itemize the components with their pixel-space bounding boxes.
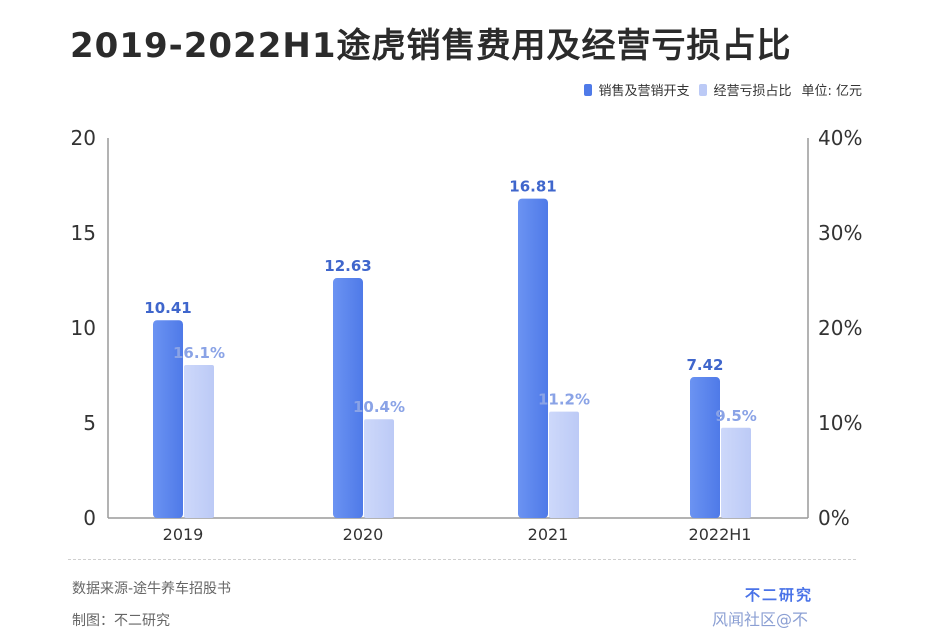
x-tick-label: 2021 (528, 525, 569, 544)
data-source: 数据来源-途牛养车招股书 (72, 581, 232, 597)
x-tick-label: 2019 (163, 525, 204, 544)
y-right-tick-label: 10% (818, 411, 862, 435)
y-right-tick-label: 40% (818, 126, 862, 150)
legend-label-series2: 经营亏损占比 (713, 84, 792, 99)
bar-chart: 0 5 10 15 20 0% 10% 20% 30% 40% 10.41 16.1% 2019 12.6… (71, 126, 863, 544)
y-right-tick-label: 30% (818, 221, 862, 245)
x-tick-label: 2020 (343, 525, 384, 544)
legend-swatch-series1 (584, 83, 593, 96)
data-label-series2: 10.4% (353, 398, 405, 416)
legend: 销售及营销开支 经营亏损占比 单位: 亿元 (584, 80, 862, 99)
y-right-tick-label: 20% (818, 316, 862, 340)
y-left-tick-label: 5 (83, 411, 96, 435)
y-left-tick-label: 15 (71, 221, 96, 245)
bar-series1 (690, 377, 720, 518)
y-left-tick-label: 10 (71, 316, 96, 340)
y-left-tick-label: 20 (71, 126, 96, 150)
y-right-tick-label: 0% (818, 506, 850, 530)
data-label-series1: 7.42 (686, 356, 723, 374)
bar-series2 (721, 427, 751, 518)
data-label-series2: 16.1% (173, 344, 225, 362)
chart-title: 2019-2022H1途虎销售费用及经营亏损占比 (70, 26, 792, 66)
data-label-series1: 16.81 (509, 178, 556, 196)
bar-series1 (333, 278, 363, 518)
bar-series2 (364, 419, 394, 518)
watermark-text: 风闻社区@不 (712, 610, 809, 629)
data-label-series1: 10.41 (144, 299, 191, 317)
data-label-series2: 9.5% (715, 407, 757, 425)
bar-series2 (184, 365, 214, 518)
legend-swatch-series2 (699, 83, 708, 96)
y-left-tick-label: 0 (83, 506, 96, 530)
footer-divider (68, 559, 856, 560)
bar-series2 (549, 411, 579, 518)
unit-label: 单位: 亿元 (801, 84, 862, 99)
chart-maker: 制图：不二研究 (72, 613, 170, 629)
data-label-series1: 12.63 (324, 257, 371, 275)
legend-item-series1: 销售及营销开支 (584, 80, 689, 99)
brand-logo: 不二研究 (745, 586, 814, 604)
legend-item-series2: 经营亏损占比 (699, 80, 791, 99)
bar-series1 (518, 198, 548, 519)
x-tick-label: 2022H1 (689, 525, 752, 544)
bar-series1 (153, 320, 183, 518)
legend-label-series1: 销售及营销开支 (598, 84, 690, 99)
data-label-series2: 11.2% (538, 391, 590, 409)
